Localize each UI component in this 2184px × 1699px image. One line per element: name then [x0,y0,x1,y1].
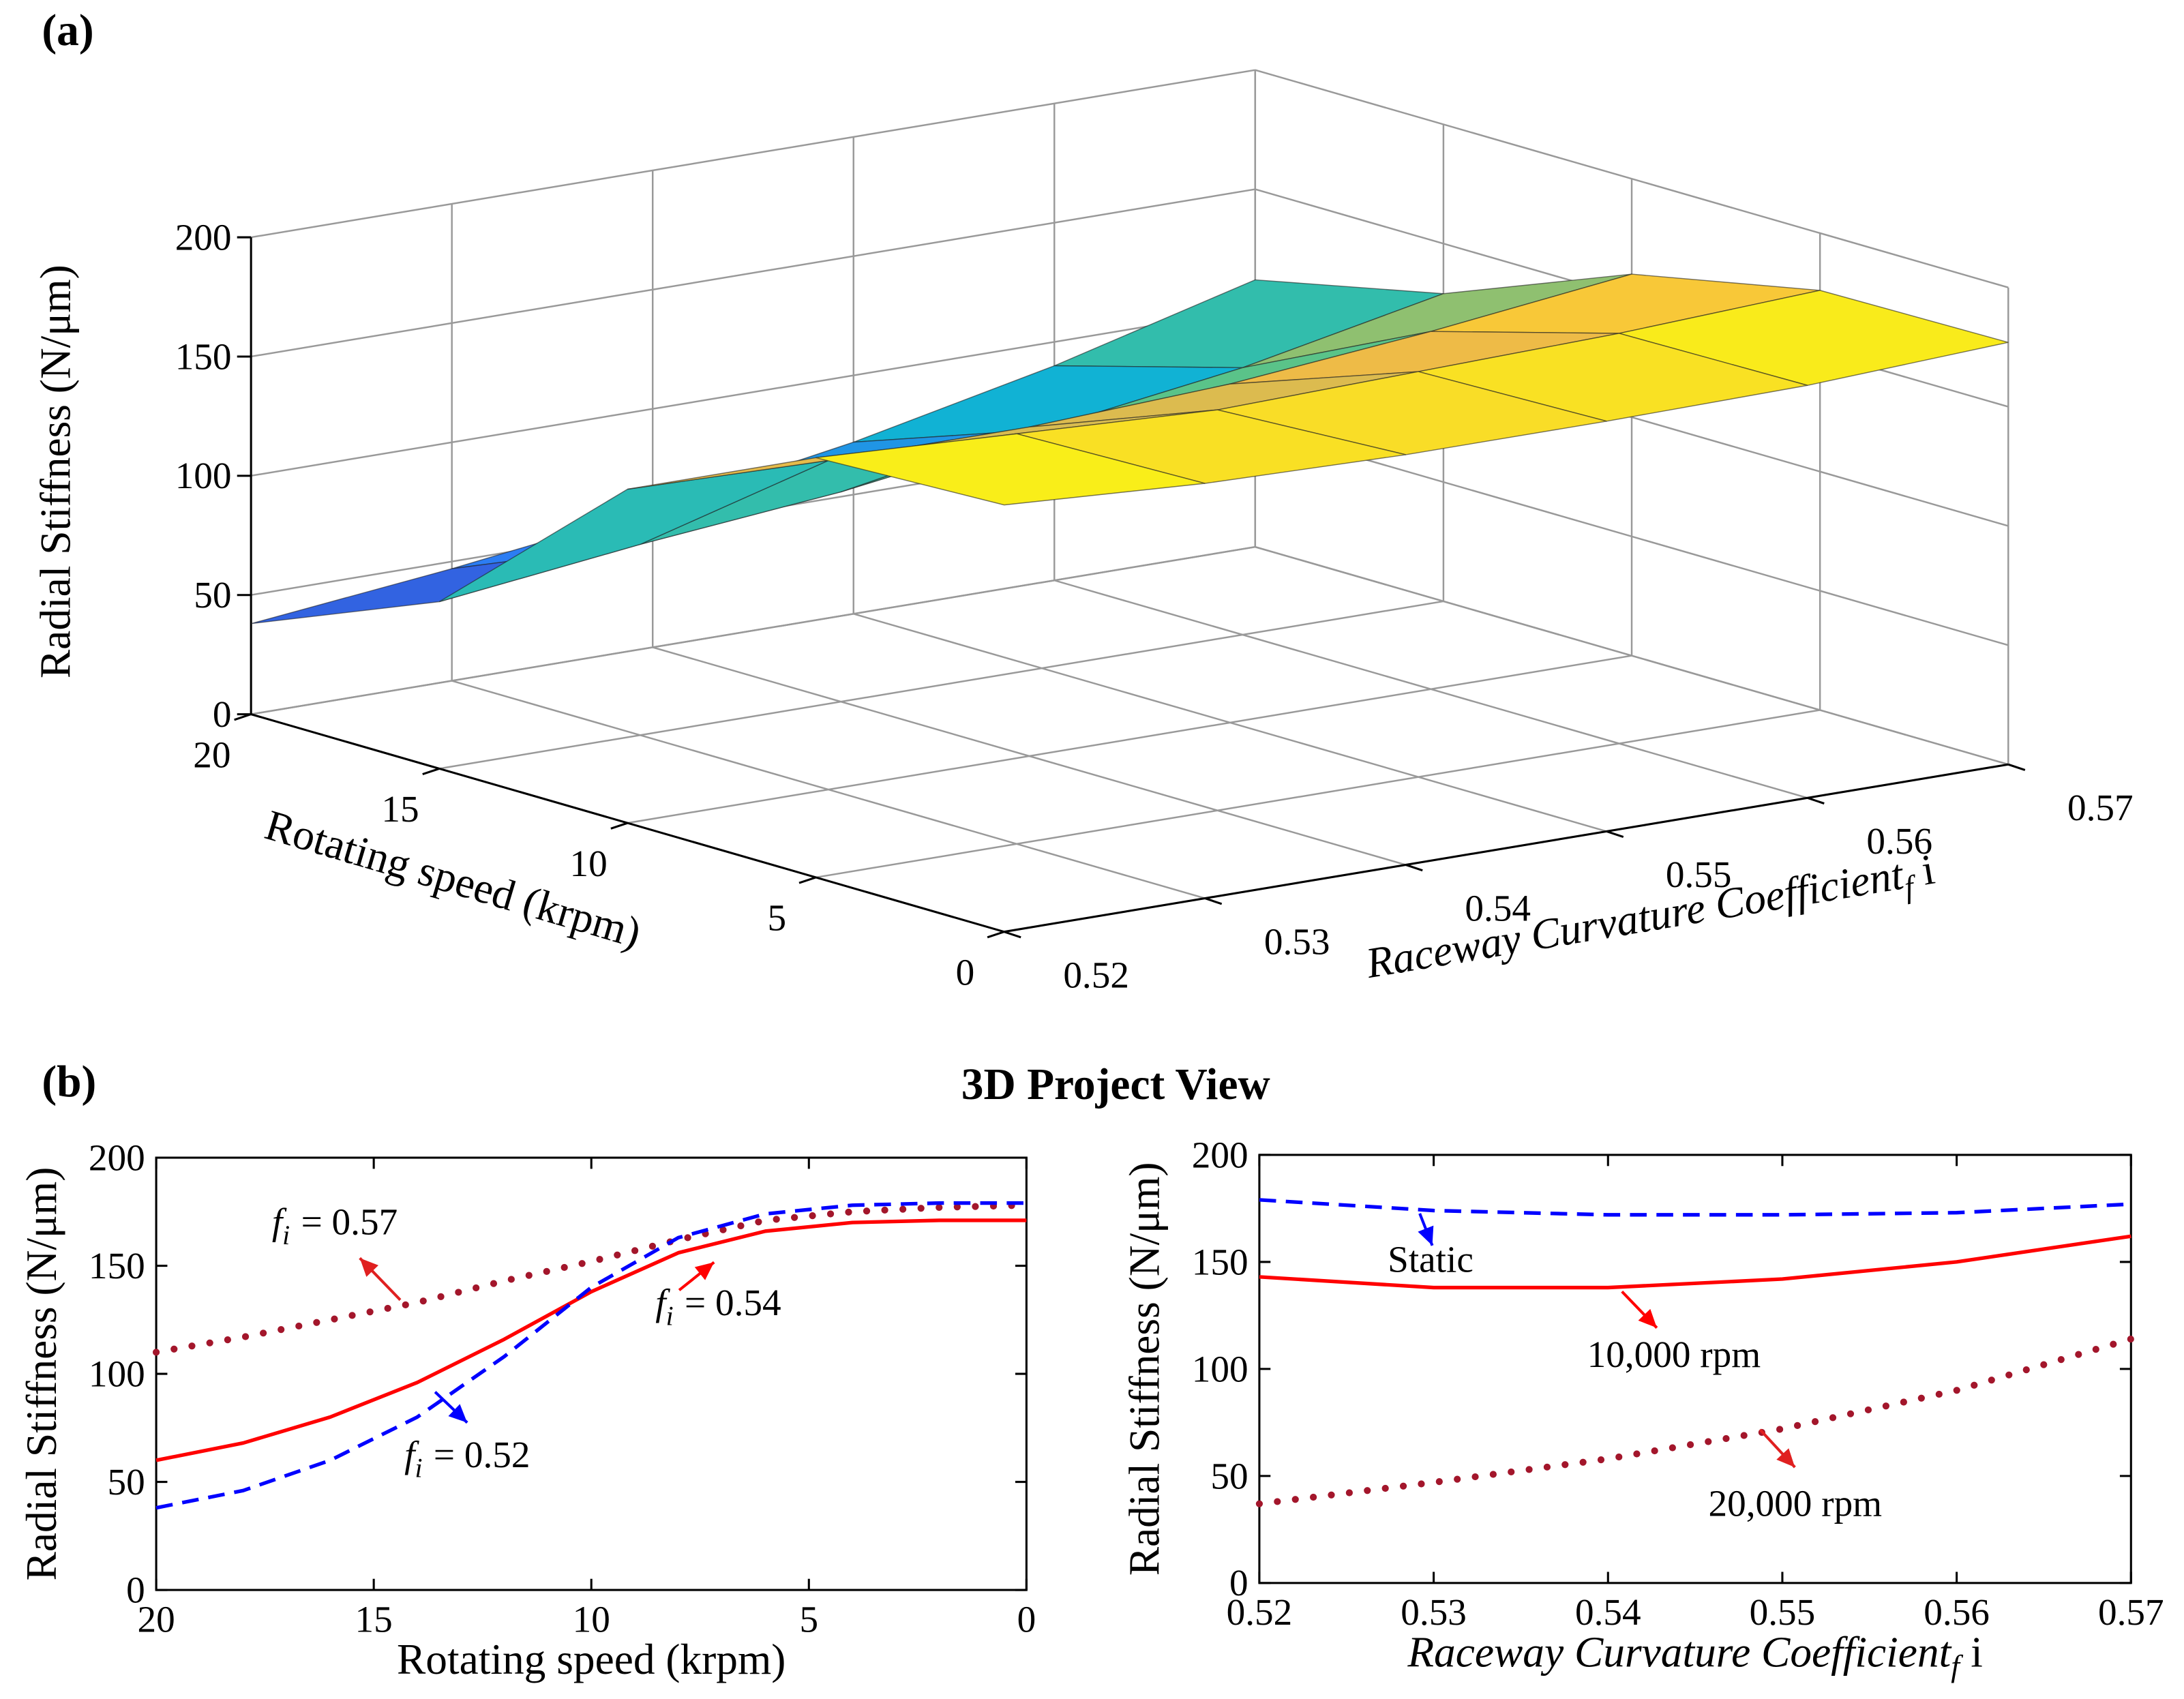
x-tick-label: 0.54 [1575,1591,1641,1633]
series-line [155,1201,1027,1510]
y-axis-label: Radial Stiffness (N/μm) [1121,1162,1169,1576]
y-tick-label: 200 [89,1137,145,1178]
x-tick-label: 0.57 [2067,787,2134,828]
y-tick-label: 50 [1210,1455,1248,1497]
grid-line [250,545,1256,715]
tick-mark [1004,931,1021,939]
y-tick-label: 15 [381,788,419,830]
series-line [155,1218,1027,1462]
panel-label: (a) [42,6,93,55]
series-label: 10,000 rpm [1587,1334,1761,1375]
label-text: i [1971,1629,1983,1677]
panel-label: (b) [42,1057,96,1107]
grid-line [439,600,1444,770]
grid-line [250,307,1256,477]
x-tick-label: 10 [573,1598,610,1640]
label-text: = 0.52 [434,1434,530,1475]
y-tick-label: 150 [89,1245,145,1287]
series-line [152,1201,1030,1356]
figure-title: 3D Project View [961,1060,1270,1109]
x-tick-label: 0.55 [1750,1591,1816,1633]
annotation-arrowhead [1638,1308,1657,1328]
series-label: fi = 0.54 [655,1282,781,1331]
label-symbol: Raceway Curvature Coefficient [1407,1629,1951,1677]
y-tick-label: 200 [1192,1134,1248,1175]
label-subscript: i [415,1453,422,1483]
y-tick-label: 150 [1192,1241,1248,1282]
x-tick-label: 15 [355,1598,393,1640]
x-tick-label: 0.53 [1264,920,1330,962]
y-tick-label: 50 [107,1461,145,1503]
tick-mark [610,822,628,830]
z-tick-label: 0 [213,693,232,735]
x-tick-label: 0.57 [2098,1591,2164,1633]
annotation-arrowhead [1418,1225,1434,1246]
annotation-arrowhead [448,1404,468,1423]
tick-mark [234,713,252,721]
grid-line [627,655,1632,824]
tick-mark [1606,830,1624,839]
tick-mark [798,876,817,884]
z-tick-label: 200 [175,217,232,258]
tick-mark [987,931,1005,939]
z-axis-label: Radial Stiffness (N/μm) [31,265,79,678]
grid-line [816,709,1821,879]
y-tick-label: 0 [1229,1562,1248,1604]
z-tick-label: 100 [175,455,232,496]
label-text: = 0.54 [685,1282,781,1323]
label-subscript: i [666,1301,674,1331]
x-axis-label: Rotating speed (krpm) [397,1636,786,1683]
tick-mark [1405,864,1423,872]
tick-mark [1807,796,1825,805]
y-tick-label: 0 [126,1569,145,1610]
grid-line [250,69,1256,239]
grid-line [250,188,1256,358]
x-tick-label: 0.54 [1465,887,1531,929]
z-tick-label: 150 [175,335,232,377]
z-tick-label: 50 [194,574,231,616]
x-tick-label: 0.53 [1401,1591,1467,1633]
y-tick-label: 0 [956,951,975,993]
series-label: Static [1388,1239,1474,1280]
annotation-arrowhead [694,1262,715,1280]
surface-patch [816,433,1206,506]
series-label: fi = 0.57 [272,1201,398,1250]
annotation-arrowhead [1776,1448,1795,1468]
y-tick-label: 100 [1192,1348,1248,1389]
tick-mark [422,767,440,776]
annotation-arrowhead [359,1258,379,1277]
series-line [1259,1198,2131,1217]
series-line [1259,1234,2131,1290]
label-subscript: i [282,1220,290,1250]
series-label: 20,000 rpm [1709,1483,1883,1524]
grid-line [1255,69,2009,288]
x-tick-label: 0.52 [1063,954,1129,995]
y-axis-label: Radial Stiffness (N/μm) [18,1167,65,1581]
label-text: = 0.57 [301,1201,398,1243]
series-line [1255,1335,2135,1507]
tick-mark [1204,897,1223,905]
x-tick-label: 0 [1017,1598,1036,1640]
x-tick-label: 0.55 [1666,854,1732,895]
x-tick-label: 5 [799,1598,818,1640]
x-axis [1004,763,2009,933]
y-tick-label: 20 [193,734,230,775]
x-tick-label: 0.52 [1227,1591,1293,1633]
y-tick-label: 5 [767,897,786,939]
x-tick-label: 0.56 [1924,1591,1990,1633]
y-tick-label: 10 [570,843,608,884]
y-tick-label: 100 [89,1353,145,1394]
tick-mark [2007,763,2026,771]
x-tick-label: 0.56 [1866,820,1932,862]
x-tick-label: 20 [137,1598,175,1640]
